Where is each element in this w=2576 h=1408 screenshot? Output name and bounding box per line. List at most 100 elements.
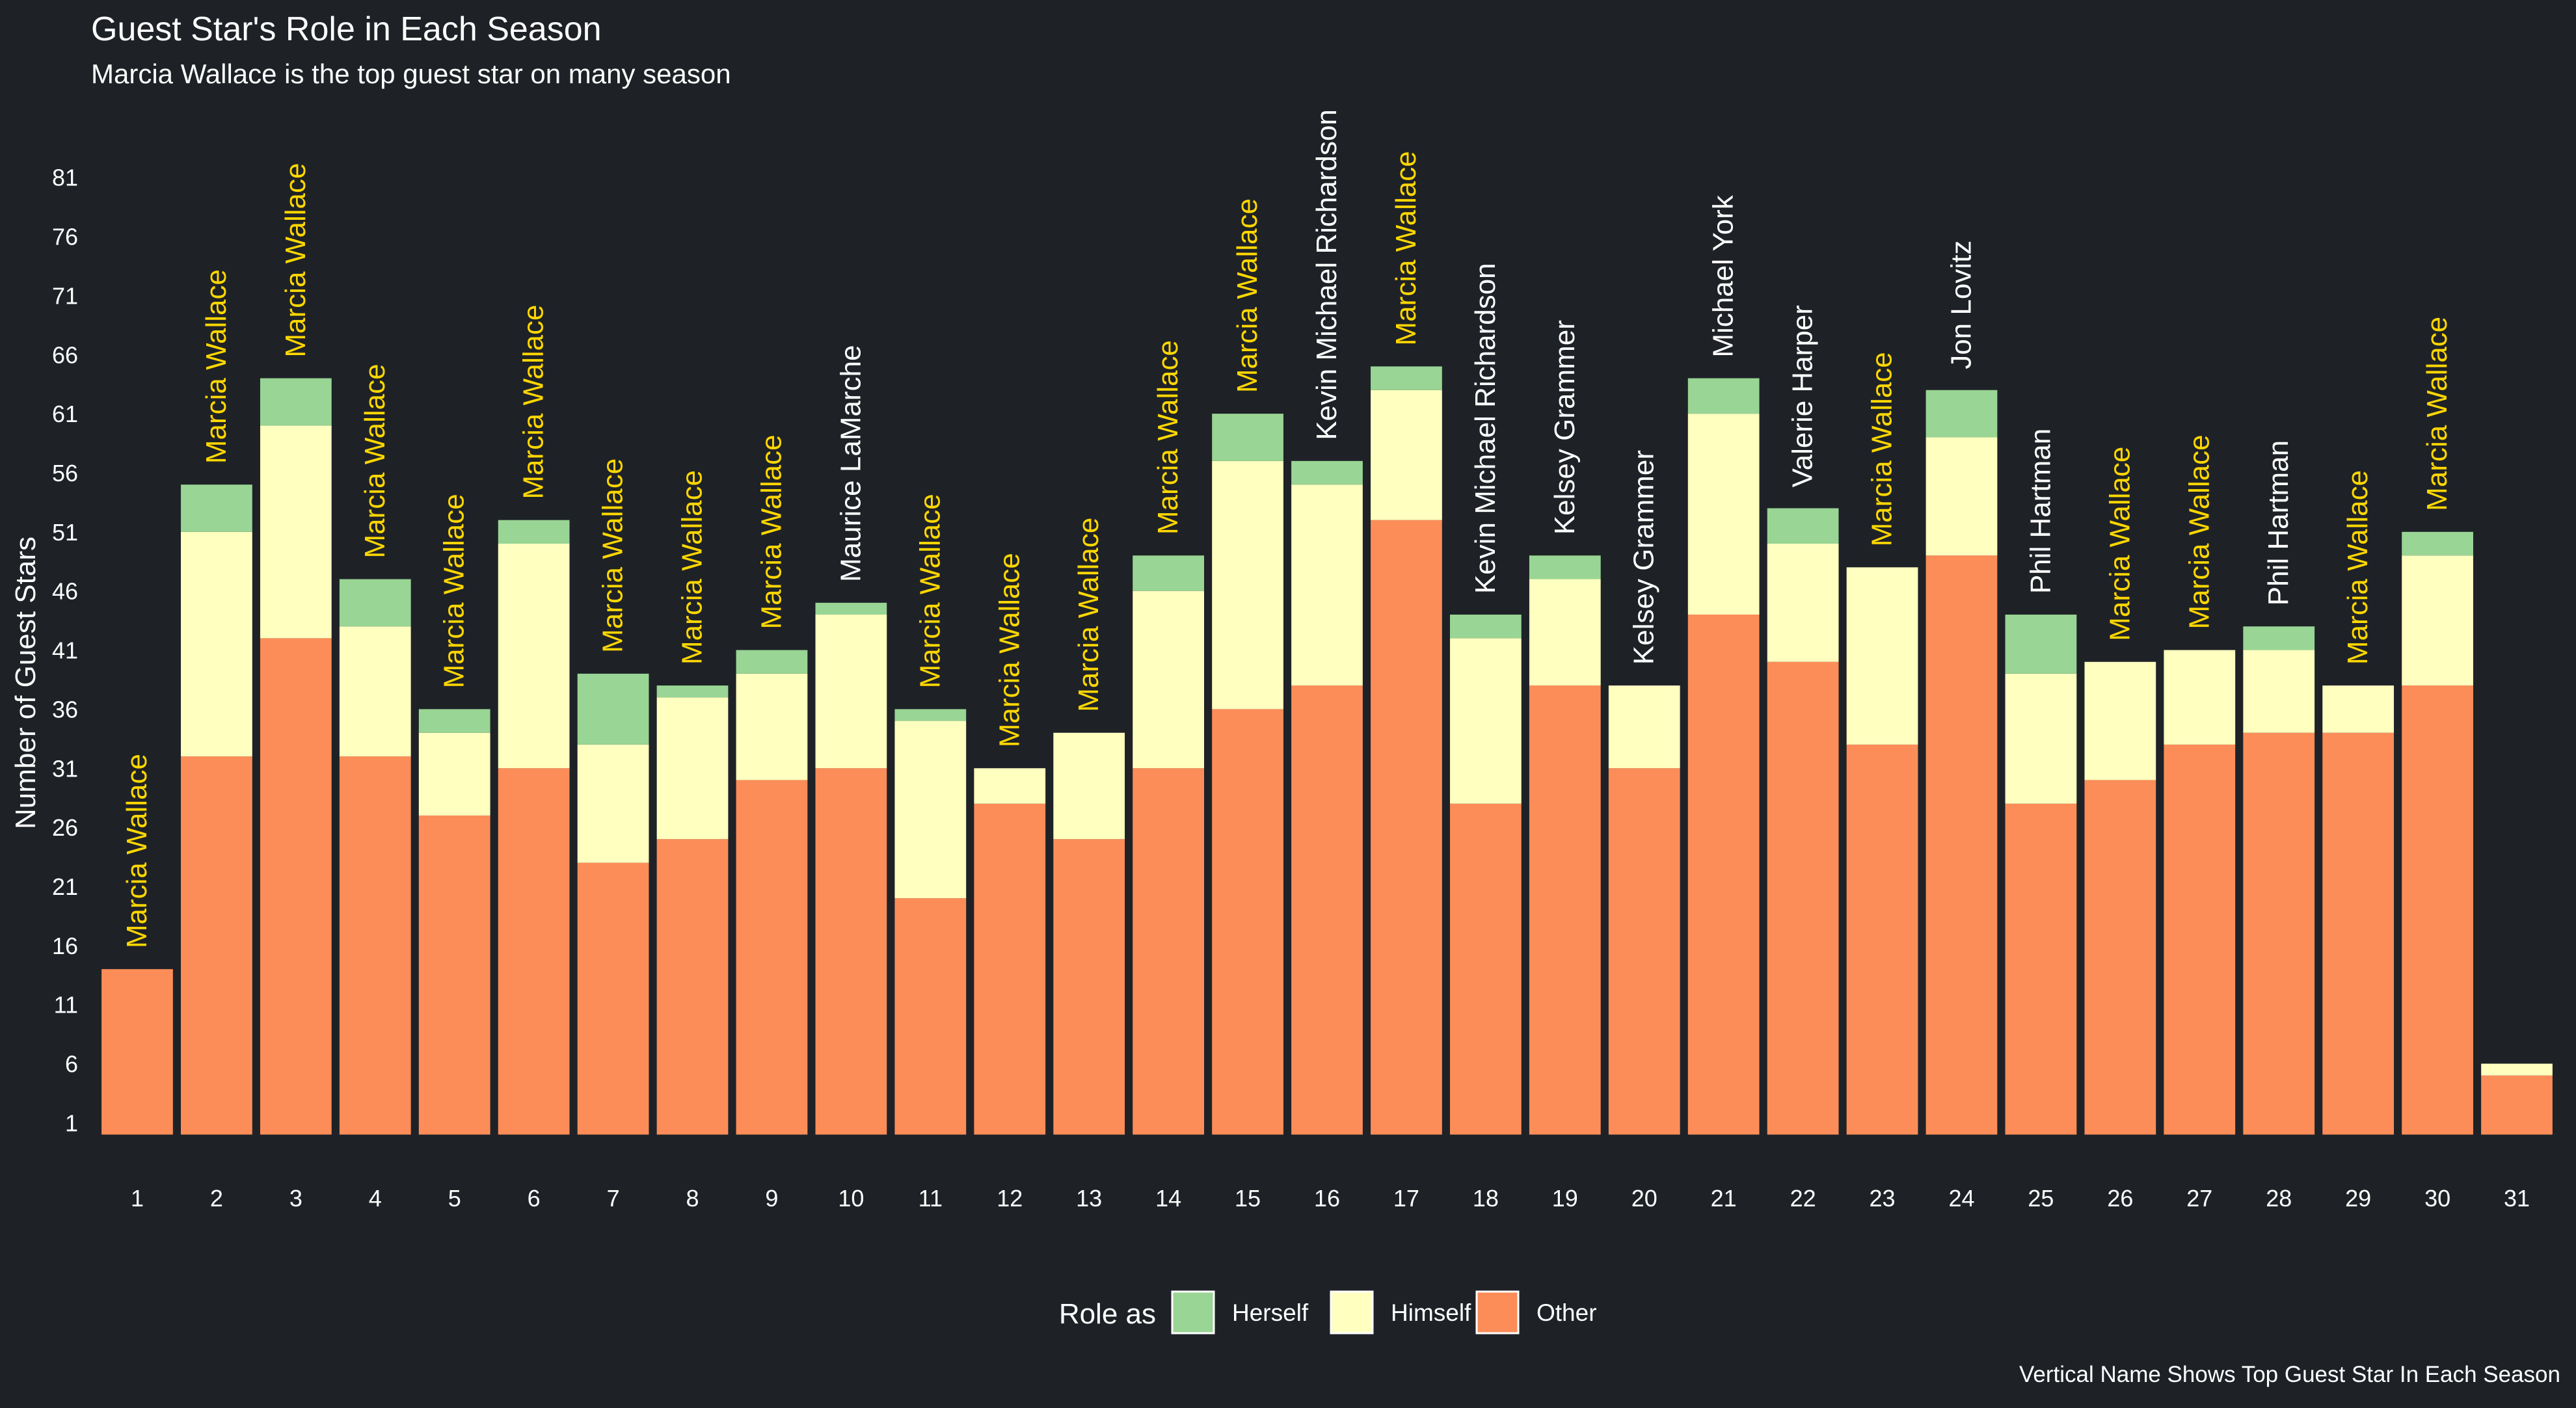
top-guest-star-label: Marcia Wallace bbox=[1390, 151, 1422, 345]
bar-segment-himself-season-10 bbox=[815, 615, 887, 769]
x-tick-label: 2 bbox=[210, 1185, 223, 1212]
bar-segment-himself-season-20 bbox=[1608, 685, 1680, 769]
legend: Role as Herself Himself Other bbox=[1059, 1290, 1597, 1335]
x-tick-label: 23 bbox=[1870, 1185, 1896, 1212]
bar-segment-himself-season-16 bbox=[1291, 485, 1363, 686]
top-guest-star-label: Marcia Wallace bbox=[597, 458, 629, 653]
bar-segment-himself-season-29 bbox=[2322, 685, 2395, 733]
y-tick-label: 76 bbox=[52, 224, 78, 250]
bar-segment-other-season-9 bbox=[736, 780, 808, 1135]
x-tick-label: 15 bbox=[1235, 1185, 1261, 1212]
bar-segment-other-season-1 bbox=[101, 969, 173, 1135]
x-tick-label: 17 bbox=[1393, 1185, 1419, 1212]
bars bbox=[101, 366, 2553, 1135]
x-tick-label: 29 bbox=[2345, 1185, 2371, 1212]
bar-segment-herself-season-28 bbox=[2243, 626, 2315, 650]
bar-segment-other-season-31 bbox=[2481, 1075, 2553, 1135]
bar-segment-himself-season-4 bbox=[339, 626, 411, 757]
legend-title: Role as bbox=[1059, 1298, 1156, 1330]
chart-caption: Vertical Name Shows Top Guest Star In Ea… bbox=[2019, 1362, 2560, 1387]
bar-segment-other-season-16 bbox=[1291, 685, 1363, 1135]
top-guest-star-labels: Marcia Wallace Marcia Wallace Marcia Walla… bbox=[121, 109, 2453, 948]
top-guest-star-label: Marcia Wallace bbox=[2342, 470, 2374, 665]
y-tick-label: 6 bbox=[65, 1051, 78, 1078]
bar-segment-herself-season-17 bbox=[1371, 366, 1442, 390]
x-axis: 1 2 3 4 5 6 7 8 9 10 11 12 13 14 15 16 17 18 19 20 21 22 23 24 2… bbox=[131, 1185, 2530, 1212]
bar-segment-himself-season-9 bbox=[736, 673, 808, 780]
top-guest-star-label: Kelsey Grammer bbox=[1628, 450, 1660, 665]
top-guest-star-label: Marcia Wallace bbox=[1231, 198, 1263, 393]
top-guest-star-label: Marcia Wallace bbox=[914, 494, 946, 688]
y-tick-label: 51 bbox=[52, 519, 78, 546]
x-tick-label: 31 bbox=[2504, 1185, 2530, 1212]
bar-segment-other-season-5 bbox=[418, 815, 490, 1135]
bar-segment-himself-season-30 bbox=[2402, 555, 2473, 686]
bar-segment-herself-season-24 bbox=[1925, 390, 1998, 438]
x-tick-label: 16 bbox=[1314, 1185, 1340, 1212]
bar-segment-herself-season-22 bbox=[1767, 508, 1839, 544]
top-guest-star-label: Marcia Wallace bbox=[359, 364, 391, 558]
bar-segment-herself-season-2 bbox=[181, 485, 252, 532]
bar-segment-herself-season-7 bbox=[577, 673, 649, 745]
y-axis-label: Number of Guest Stars bbox=[10, 537, 42, 829]
bar-segment-other-season-7 bbox=[577, 862, 649, 1135]
bar-segment-herself-season-9 bbox=[736, 650, 808, 674]
top-guest-star-label: Marcia Wallace bbox=[1866, 352, 1898, 546]
top-guest-star-label: Phil Hartman bbox=[2024, 429, 2056, 594]
x-tick-label: 1 bbox=[131, 1185, 144, 1212]
bar-segment-herself-season-10 bbox=[815, 602, 887, 615]
bar-segment-other-season-10 bbox=[815, 768, 887, 1135]
x-tick-label: 11 bbox=[919, 1185, 943, 1212]
x-tick-label: 7 bbox=[607, 1185, 620, 1212]
bar-segment-other-season-17 bbox=[1371, 520, 1442, 1135]
bar-segment-herself-season-30 bbox=[2402, 531, 2473, 556]
bar-segment-himself-season-22 bbox=[1767, 544, 1839, 662]
bar-segment-himself-season-23 bbox=[1846, 567, 1918, 745]
top-guest-star-label: Kelsey Grammer bbox=[1549, 320, 1581, 535]
top-guest-star-label: Valerie Harper bbox=[1787, 305, 1819, 487]
top-guest-star-label: Marcia Wallace bbox=[518, 305, 550, 499]
x-tick-label: 21 bbox=[1711, 1185, 1737, 1212]
bar-segment-herself-season-4 bbox=[339, 579, 411, 627]
y-tick-label: 46 bbox=[52, 578, 78, 605]
top-guest-star-label: Marcia Wallace bbox=[755, 434, 787, 629]
x-tick-label: 26 bbox=[2107, 1185, 2133, 1212]
bar-segment-himself-season-18 bbox=[1450, 638, 1522, 804]
y-tick-label: 66 bbox=[52, 341, 78, 368]
x-tick-label: 22 bbox=[1790, 1185, 1816, 1212]
bar-segment-himself-season-31 bbox=[2481, 1063, 2553, 1076]
legend-label-other: Other bbox=[1536, 1299, 1597, 1326]
bar-segment-other-season-8 bbox=[656, 839, 729, 1135]
bar-segment-himself-season-6 bbox=[498, 544, 570, 769]
legend-swatch-other bbox=[1475, 1290, 1520, 1335]
y-tick-label: 56 bbox=[52, 460, 78, 486]
bar-segment-herself-season-21 bbox=[1687, 378, 1760, 414]
bar-segment-other-season-21 bbox=[1687, 615, 1760, 1135]
chart-subtitle: Marcia Wallace is the top guest star on … bbox=[91, 59, 731, 89]
y-tick-label: 36 bbox=[52, 696, 78, 723]
bar-segment-herself-season-8 bbox=[656, 685, 729, 698]
top-guest-star-label: Marcia Wallace bbox=[200, 269, 232, 464]
bar-segment-other-season-2 bbox=[181, 756, 252, 1135]
y-tick-label: 1 bbox=[65, 1109, 78, 1136]
bar-segment-himself-season-3 bbox=[260, 425, 332, 639]
top-guest-star-label: Marcia Wallace bbox=[1073, 518, 1105, 712]
top-guest-star-label: Marcia Wallace bbox=[438, 494, 470, 688]
bar-segment-himself-season-2 bbox=[181, 531, 252, 757]
bar-segment-herself-season-18 bbox=[1450, 615, 1522, 639]
x-tick-label: 8 bbox=[686, 1185, 699, 1212]
x-tick-label: 14 bbox=[1155, 1185, 1181, 1212]
bar-segment-himself-season-17 bbox=[1371, 390, 1442, 520]
x-tick-label: 18 bbox=[1473, 1185, 1499, 1212]
bar-segment-himself-season-19 bbox=[1529, 579, 1601, 686]
bar-segment-herself-season-16 bbox=[1291, 460, 1363, 485]
bar-segment-herself-season-11 bbox=[894, 709, 967, 721]
y-tick-label: 41 bbox=[52, 637, 78, 664]
top-guest-star-label: Kevin Michael Richardson bbox=[1469, 263, 1501, 594]
bar-segment-other-season-19 bbox=[1529, 685, 1601, 1135]
bar-segment-other-season-20 bbox=[1608, 768, 1680, 1135]
bar-segment-other-season-4 bbox=[339, 756, 411, 1135]
y-tick-label: 71 bbox=[52, 282, 78, 309]
top-guest-star-label: Phil Hartman bbox=[2262, 440, 2294, 605]
